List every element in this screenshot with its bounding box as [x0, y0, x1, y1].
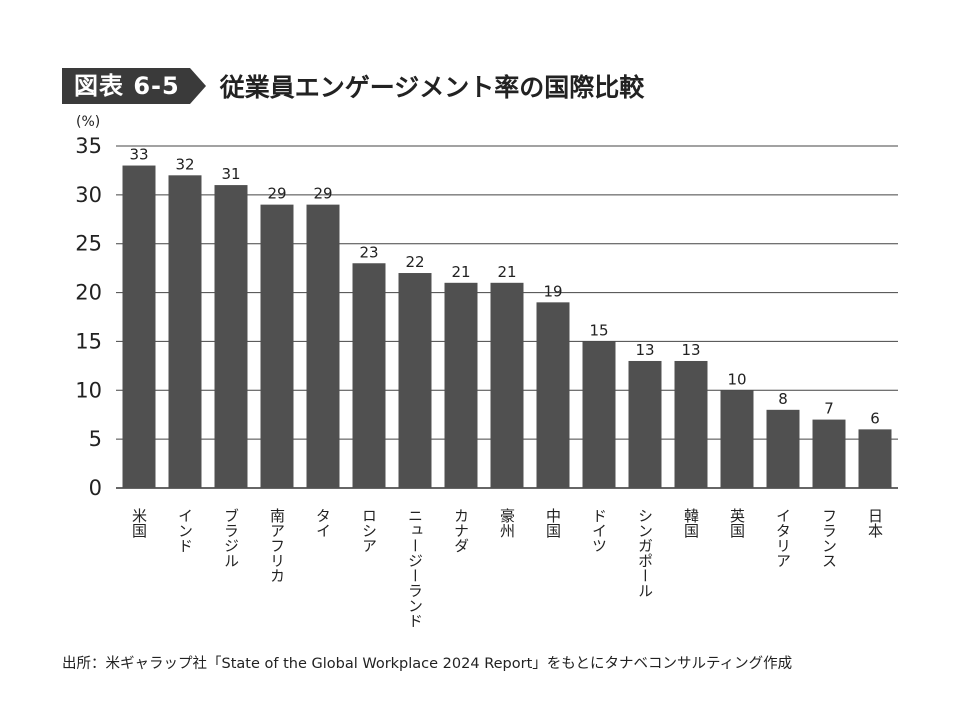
- figure-badge: 図表 6-5: [62, 68, 206, 104]
- bars: [122, 165, 892, 489]
- value-label: 7: [824, 400, 834, 418]
- category-label: 英国: [728, 507, 746, 538]
- figure-number: 図表 6-5: [62, 68, 190, 104]
- value-label: 33: [129, 146, 148, 164]
- category-label: 中国: [544, 508, 562, 538]
- category-label: 米国: [130, 508, 148, 538]
- bar: [628, 360, 662, 488]
- bar: [536, 302, 570, 488]
- category-label: カナダ: [452, 508, 470, 553]
- value-label: 8: [778, 390, 788, 408]
- figure-header: 図表 6-5 従業員エンゲージメント率の国際比較: [62, 66, 644, 106]
- bar: [122, 165, 156, 489]
- bar: [398, 273, 432, 488]
- value-label: 21: [497, 263, 516, 281]
- value-label: 19: [543, 282, 562, 300]
- bar: [214, 185, 248, 489]
- y-tick-label: 0: [89, 476, 102, 500]
- value-label: 13: [635, 341, 654, 359]
- y-tick-label: 10: [75, 378, 102, 402]
- bar: [720, 390, 754, 488]
- category-label: ブラジル: [222, 508, 240, 568]
- bar: [812, 419, 846, 488]
- category-label: ニュージーランド: [406, 508, 424, 628]
- bar: [766, 409, 800, 488]
- chart-title: 従業員エンゲージメント率の国際比較: [219, 73, 645, 102]
- source-note: 出所：米ギャラップ社「State of the Global Workplace…: [62, 656, 793, 672]
- value-label: 15: [589, 321, 608, 339]
- y-tick-label: 5: [89, 427, 102, 451]
- y-tick-label: 30: [75, 183, 102, 207]
- bar: [168, 175, 202, 489]
- y-tick-label: 35: [75, 134, 102, 158]
- value-label: 22: [405, 253, 424, 271]
- y-tick-label: 20: [75, 281, 102, 305]
- category-label: 南アフリカ: [268, 508, 286, 583]
- category-label: タイ: [314, 508, 332, 538]
- value-label: 31: [221, 165, 240, 183]
- badge-arrow-icon: [189, 68, 206, 104]
- bar: [444, 282, 478, 488]
- category-label: インド: [176, 508, 194, 553]
- category-label: イタリア: [774, 508, 792, 568]
- value-label: 6: [870, 409, 880, 427]
- value-label: 29: [267, 185, 286, 203]
- category-label: シンガポール: [636, 508, 654, 598]
- value-label: 32: [175, 155, 194, 173]
- y-unit-label: (%): [76, 114, 100, 130]
- bar: [260, 204, 294, 488]
- y-tick-label: 25: [75, 232, 102, 256]
- category-label: 韓国: [682, 508, 700, 538]
- category-label: ドイツ: [590, 508, 608, 553]
- value-label: 23: [359, 243, 378, 261]
- category-label: フランス: [820, 508, 838, 568]
- category-label: ロシア: [360, 508, 378, 553]
- y-tick-label: 15: [75, 329, 102, 353]
- bar: [858, 429, 892, 488]
- x-axis: 米国 インド ブラジル 南アフリカ タイ ロシア ニュージーランド カナダ 豪州 中国 ドイツ シンガ…: [130, 507, 884, 628]
- y-axis: 0 5 10 15 20 25 30 35: [75, 134, 102, 500]
- value-label: 10: [727, 370, 746, 388]
- category-label: 豪州: [498, 507, 516, 538]
- value-label: 13: [681, 341, 700, 359]
- value-label: 21: [451, 263, 470, 281]
- bar: [306, 204, 340, 488]
- bar: [352, 263, 386, 488]
- category-label: 日本: [866, 508, 884, 538]
- bar: [490, 282, 524, 488]
- value-labels: 33 32 31 29 29 23 22 21 21 19 15 13 13 10 8 7 6: [129, 146, 879, 428]
- bar: [582, 341, 616, 488]
- value-label: 29: [313, 185, 332, 203]
- bar: [674, 360, 708, 488]
